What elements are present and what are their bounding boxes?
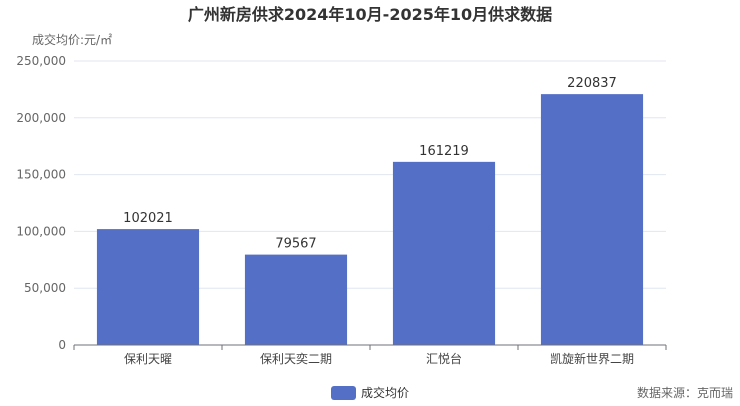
x-category-label: 保利天曜 [124,352,172,366]
data-source: 数据来源：克而瑞 [637,385,733,400]
bar[interactable] [540,94,644,345]
x-axis-categories: 保利天曜 保利天奕二期 汇悦台 凯旋新世界二期 [73,345,667,366]
legend-label[interactable]: 成交均价 [361,385,409,400]
data-label: 161219 [419,144,469,159]
y-axis-unit-label: 成交均价:元/㎡ [32,32,112,47]
data-label: 220837 [567,76,617,91]
x-category-label: 汇悦台 [426,351,462,366]
y-tick-label: 150,000 [16,168,66,182]
chart-title: 广州新房供求2024年10月-2025年10月供求数据 [188,5,552,24]
y-tick-label: 250,000 [16,54,66,68]
y-tick-label: 0 [58,338,66,352]
x-category-label: 凯旋新世界二期 [550,351,634,366]
data-label: 79567 [275,237,316,252]
bar[interactable] [96,229,200,345]
x-category-label: 保利天奕二期 [260,351,332,366]
y-tick-label: 50,000 [24,281,66,295]
legend[interactable]: 成交均价 [331,385,409,400]
y-tick-label: 200,000 [16,111,66,125]
bars: 102021 79567 161219 220837 [96,76,644,345]
y-tick-label: 100,000 [16,224,66,238]
bar[interactable] [392,161,496,345]
y-axis-ticks: 0 50,000 100,000 150,000 200,000 250,000 [16,54,66,352]
data-label: 102021 [123,211,173,226]
bar[interactable] [244,254,348,345]
legend-swatch[interactable] [331,386,356,400]
